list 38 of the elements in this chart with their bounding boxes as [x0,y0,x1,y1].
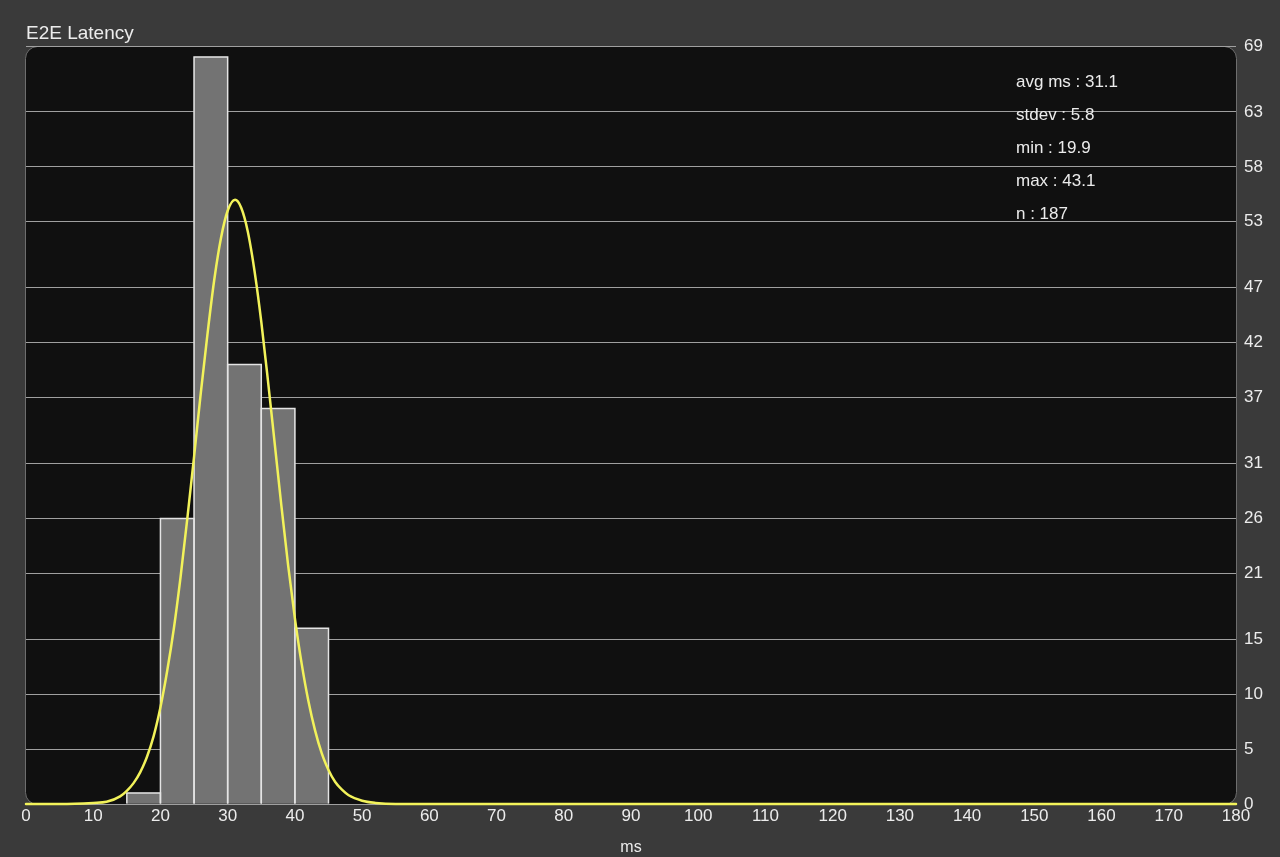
x-tick-label: 40 [285,805,305,825]
chart-title: E2E Latency [26,22,135,43]
y-tick-label: 63 [1244,101,1263,121]
x-tick-label: 0 [21,805,31,825]
x-tick-label: 160 [1087,805,1116,825]
x-tick-label: 90 [621,805,641,825]
y-tick-label: 53 [1244,211,1263,231]
x-tick-label: 110 [751,805,779,825]
x-tick-label: 120 [818,805,847,825]
x-tick-label: 100 [684,805,713,825]
x-tick-label: 70 [487,805,507,825]
x-tick-label: 140 [952,805,982,825]
x-tick-label: 150 [1020,805,1049,825]
annotation: max : 43.1 [1016,170,1096,190]
line-series [24,198,1238,806]
y-tick-label: 26 [1244,508,1263,528]
annotation: avg ms : 31.1 [1016,71,1119,91]
annotation: n : 187 [1016,203,1068,223]
y-tick-label: 21 [1244,562,1263,582]
x-tick-label: 10 [83,805,103,825]
y-tick-label: 31 [1244,453,1263,473]
y-tick-label: 42 [1244,332,1263,352]
y-tick-label: 58 [1244,156,1263,176]
x-tick-label: 170 [1154,805,1183,825]
y-tick-label: 37 [1244,387,1263,407]
x-tick-label: 60 [419,805,439,825]
y-tick-label: 5 [1244,738,1254,758]
x-axis-title: ms [620,837,642,855]
y-tick-label: 15 [1244,628,1263,648]
x-tick-label: 20 [150,805,170,825]
y-tick-label: 10 [1244,683,1263,703]
x-tick-label: 30 [218,805,238,825]
x-tick-label: 50 [352,805,372,825]
annotation: min : 19.9 [1016,137,1091,157]
x-tick-label: 80 [554,805,574,825]
x-tick-label: 130 [885,805,915,825]
y-tick-label: 47 [1244,277,1263,297]
y-tick-label: 69 [1244,35,1263,55]
